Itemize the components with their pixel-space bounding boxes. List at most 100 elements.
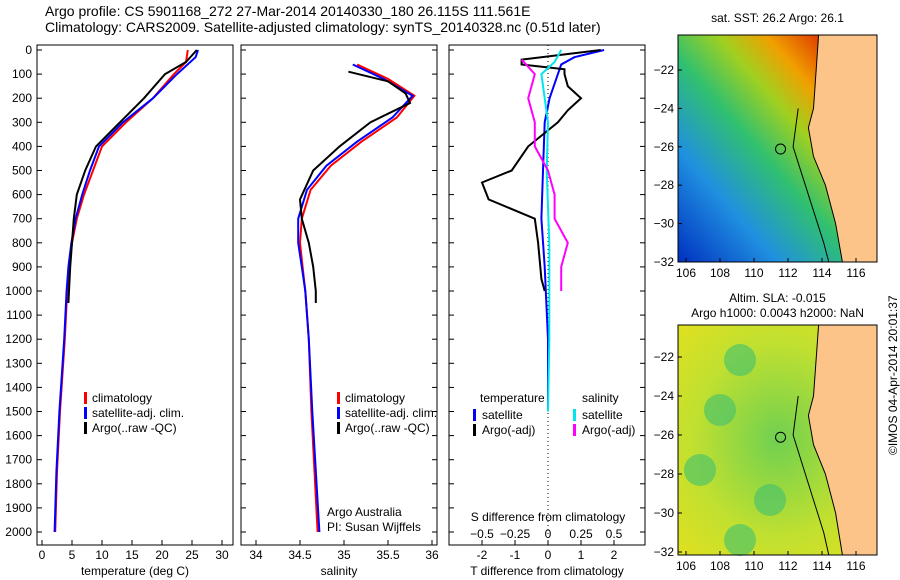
x-tick-label: 114 — [812, 559, 831, 573]
x-tick-label: 36 — [425, 548, 439, 562]
legend-label: Argo(..raw -QC) — [92, 421, 177, 435]
y-tick-label: −24 — [654, 389, 675, 403]
map-frame — [677, 324, 878, 556]
sla-eddy — [724, 524, 756, 556]
x-tick-label: 35.5 — [376, 548, 400, 562]
profile-panel-3: -2 -1 0 1 2 T difference from climatology −0.5… — [448, 44, 646, 578]
legend-swatch — [84, 422, 87, 434]
x-tick-label: 106 — [676, 266, 696, 280]
y-tick-label: 900 — [12, 260, 32, 274]
x-tick-label: 2 — [611, 548, 618, 562]
series-line-t-satellite — [540, 49, 605, 412]
legend-swatch — [473, 409, 476, 421]
x-axis-label: salinity — [321, 564, 358, 578]
y-tick-label: 2000 — [5, 525, 32, 539]
y-tick-label: 1400 — [5, 380, 32, 394]
series-line-s-satellite — [540, 49, 563, 412]
x-tick-label: 116 — [846, 559, 865, 573]
series-line-climatology — [298, 63, 416, 533]
map-frame — [677, 34, 878, 263]
series-line-s-argo-adj- — [520, 58, 569, 291]
series-line-climatology — [54, 49, 189, 533]
legend-swatch — [337, 407, 340, 419]
legend-label: Argo(-adj) — [482, 423, 535, 437]
x2-tick-label: 0 — [545, 527, 552, 541]
legend-label: climatology — [92, 391, 152, 405]
x2-tick-label: −0.25 — [500, 527, 531, 541]
y-tick-label: 800 — [12, 236, 32, 250]
profile-panel-2: 34 34.5 35 35.5 36 salinity climatologysatelli… — [240, 44, 439, 578]
bathymetry-contour — [792, 108, 830, 263]
title-line-1: Argo profile: CS 5901168_272 27-Mar-2014… — [45, 3, 531, 19]
x-tick-label: 110 — [744, 266, 763, 280]
y-tick-label: −28 — [654, 178, 675, 192]
x-tick-label: 5 — [69, 548, 76, 562]
y-tick-label: 1200 — [5, 332, 32, 346]
y-tick-label: −26 — [654, 428, 675, 442]
watermark: ©IMOS 04-Apr-2014 20:01:37 — [886, 295, 900, 455]
y-tick-label: 300 — [12, 115, 32, 129]
y-tick-label: −24 — [654, 101, 675, 115]
y-tick-label: 600 — [12, 188, 32, 202]
x-tick-label: 30 — [215, 548, 229, 562]
x-tick-label: 35 — [337, 548, 351, 562]
y-tick-label: 1800 — [5, 477, 32, 491]
y-tick-label: 1000 — [5, 284, 32, 298]
x-tick-label: -2 — [477, 548, 488, 562]
x-tick-label: 25 — [185, 548, 199, 562]
x-tick-label: 10 — [95, 548, 109, 562]
argo-location-marker — [775, 143, 787, 155]
x-tick-label: 108 — [710, 559, 730, 573]
series-line-argo-raw-qc- — [67, 49, 198, 304]
annotation-text: Argo Australia — [327, 505, 402, 519]
legend-label: climatology — [345, 391, 405, 405]
x-axis-label: T difference from climatology — [470, 564, 624, 578]
legend-swatch — [84, 407, 87, 419]
annotation-text: PI: Susan Wijffels — [327, 520, 421, 534]
legend-swatch — [337, 392, 340, 404]
y-tick-label: −22 — [654, 350, 675, 364]
legend-title: salinity — [582, 391, 619, 405]
figure-title: Argo profile: CS 5901168_272 27-Mar-2014… — [45, 3, 601, 35]
legend-label: satellite — [482, 408, 523, 422]
series-line-argo-raw-qc- — [298, 70, 412, 303]
y-tick-label: 500 — [12, 164, 32, 178]
x-tick-label: 116 — [846, 266, 865, 280]
legend-swatch — [473, 424, 476, 436]
y-tick-label: −22 — [654, 63, 675, 77]
y-tick-label: 1100 — [6, 308, 32, 322]
legend-swatch — [337, 422, 340, 434]
y-tick-label: 400 — [12, 139, 32, 153]
profile-panel-1: 0 5 10 15 20 25 30 temperature (deg C) 0 100 200 30… — [5, 43, 234, 578]
y-tick-label: −30 — [654, 217, 675, 231]
argo-location-marker — [775, 431, 787, 443]
panel-frame — [448, 44, 646, 546]
sla-eddy — [684, 454, 716, 486]
y-tick-label: −28 — [654, 467, 675, 481]
sla-eddy — [724, 344, 756, 376]
series-line-satellite-adj-clim- — [53, 49, 199, 533]
y-tick-label: 100 — [12, 67, 32, 81]
x-axis-label: temperature (deg C) — [81, 564, 189, 578]
x2-tick-label: 0.25 — [569, 527, 593, 541]
sla-eddy — [704, 394, 736, 426]
legend-swatch — [573, 409, 576, 421]
x2-tick-label: 0.5 — [606, 527, 623, 541]
x-tick-label: 110 — [744, 559, 763, 573]
y-tick-label: 0 — [25, 43, 32, 57]
x-tick-label: 108 — [710, 266, 730, 280]
y-tick-label: 200 — [12, 91, 32, 105]
legend-label: Argo(-adj) — [582, 423, 635, 437]
x-tick-label: 15 — [125, 548, 139, 562]
y-tick-label: 1500 — [5, 405, 32, 419]
y-tick-label: 1700 — [5, 453, 32, 467]
x-tick-label: -1 — [510, 548, 521, 562]
panel-frame — [36, 44, 234, 546]
legend-swatch — [84, 392, 87, 404]
y-tick-label: 1300 — [5, 356, 32, 370]
legend-title: temperature — [480, 391, 545, 405]
legend-label: satellite — [582, 408, 623, 422]
y-tick-label: 1600 — [5, 429, 32, 443]
